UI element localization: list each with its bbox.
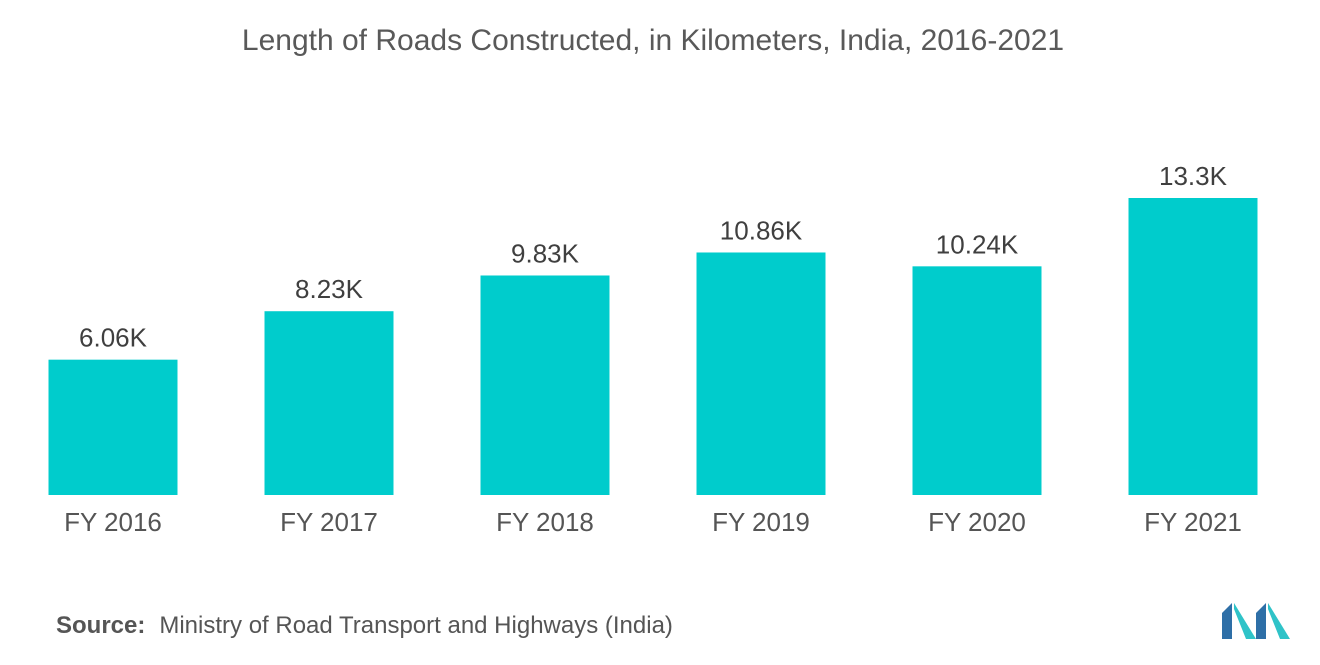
source-text: Ministry of Road Transport and Highways … (159, 612, 673, 639)
data-label-fy-2020: 10.24K (936, 229, 1019, 259)
bar-fy-2019 (696, 252, 826, 495)
bar-fy-2018 (480, 275, 610, 495)
x-tick-label-fy-2018: FY 2018 (496, 507, 594, 537)
source-label: Source: (56, 612, 146, 639)
x-tick-label-fy-2021: FY 2021 (1144, 507, 1242, 537)
data-label-fy-2021: 13.3K (1159, 161, 1228, 191)
data-label-fy-2017: 8.23K (295, 274, 364, 304)
source-note: Source: Ministry of Road Transport and Hi… (56, 612, 673, 640)
bar-fy-2021 (1128, 198, 1258, 495)
value-labels-group: 6.06K 8.23K 9.83K 10.86K 10.24K 13.3K (79, 161, 1228, 353)
bars-group (48, 198, 1258, 495)
data-label-fy-2018: 9.83K (511, 238, 580, 268)
x-tick-label-fy-2020: FY 2020 (928, 507, 1026, 537)
x-axis-tick-labels: FY 2016 FY 2017 FY 2018 FY 2019 FY 2020 FY 20… (64, 507, 1242, 537)
x-tick-label-fy-2019: FY 2019 (712, 507, 810, 537)
data-label-fy-2016: 6.06K (79, 323, 148, 353)
data-label-fy-2019: 10.86K (720, 215, 803, 245)
bar-fy-2017 (264, 311, 394, 495)
bar-fy-2016 (48, 359, 178, 495)
bar-chart: 6.06K 8.23K 9.83K 10.86K 10.24K 13.3K FY 2016… (48, 161, 1258, 537)
mordor-intelligence-logo-icon (1222, 603, 1290, 639)
x-tick-label-fy-2017: FY 2017 (280, 507, 378, 537)
x-tick-label-fy-2016: FY 2016 (64, 507, 162, 537)
bar-fy-2020 (912, 266, 1042, 495)
chart-title: Length of Roads Constructed, in Kilomete… (241, 24, 1065, 57)
